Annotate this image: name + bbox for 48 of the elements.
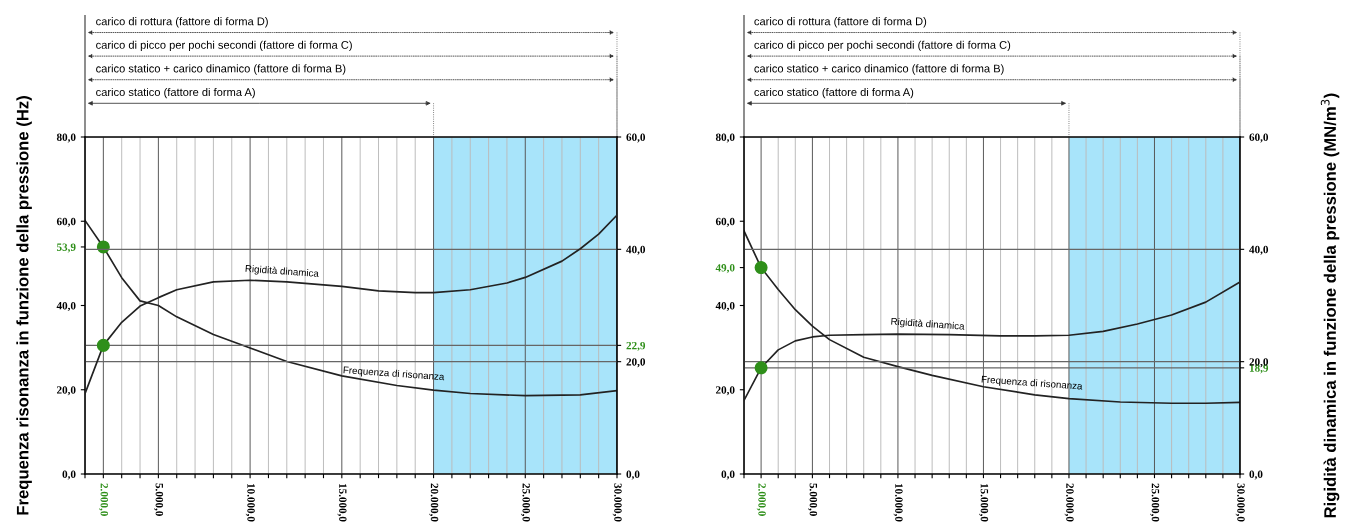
y2-tick-label: 22,9 xyxy=(626,341,646,351)
series-label: Frequenza di risonanza xyxy=(343,366,445,383)
y-axis-title: Frequenza risonanza in funzione della pressione (Hz) xyxy=(16,96,32,515)
series-label: Rigidità dinamica xyxy=(891,317,965,332)
text: carico di picco per pochi secondi (fattore di forma C) xyxy=(96,40,352,52)
text: carico statico (fattore di forma A) xyxy=(96,87,255,99)
y-tick-label: 60,0 xyxy=(56,217,76,227)
x-tick-label: 2.000,0 xyxy=(98,483,109,516)
y2-tick-label: 40,0 xyxy=(1249,245,1269,255)
x-tick-label: 10.000,0 xyxy=(245,483,255,522)
y-tick-label: 20,0 xyxy=(56,386,76,396)
x-tick-label: 10.000,0 xyxy=(893,483,903,522)
y2-tick-label: 0,0 xyxy=(626,470,640,480)
text: carico di picco per pochi secondi (fattore di forma C) xyxy=(754,40,1011,52)
text: carico di rottura (fattore di forma D) xyxy=(754,17,927,28)
x-tick-label: 25.000,0 xyxy=(1150,483,1160,522)
text: carico statico (fattore di forma A) xyxy=(754,87,914,99)
x-tick-label: 15.000,0 xyxy=(337,483,347,522)
x-tick-label: 30.000,0 xyxy=(612,483,622,522)
y-tick-label: 60,0 xyxy=(715,217,735,227)
y2-tick-label: 60,0 xyxy=(1249,133,1269,143)
y2-tick-label: 40,0 xyxy=(626,245,646,255)
x-tick-label: 20.000,0 xyxy=(1064,483,1074,522)
y2-tick-label: 60,0 xyxy=(626,133,646,143)
series-label: Frequenza di risonanza xyxy=(981,375,1083,392)
y2-axis-title: Rigidità dinamica in funzione della pressione (MN/m$^{3}$) xyxy=(1320,93,1340,518)
x-tick-label: 5.000,0 xyxy=(153,483,164,516)
y-tick-label: 80,0 xyxy=(56,133,76,143)
text: carico statico + carico dinamico (fattore di forma B) xyxy=(754,64,1004,75)
series-label: Rigidità dinamica xyxy=(245,264,320,279)
x-tick-label: 30.000,0 xyxy=(1235,483,1245,522)
y2-tick-label: 0,0 xyxy=(1249,470,1263,480)
x-tick-label: 2.000,0 xyxy=(756,483,766,516)
text: carico statico + carico dinamico (fattore di forma B) xyxy=(96,64,346,75)
y2-tick-label: 20,0 xyxy=(626,358,646,368)
y-tick-label: 40,0 xyxy=(715,301,735,312)
y-tick-label: 20,0 xyxy=(715,386,735,396)
y-tick-label: 53,9 xyxy=(56,243,76,253)
x-tick-label: 25.000,0 xyxy=(520,483,530,522)
x-tick-label: 20.000,0 xyxy=(429,483,439,522)
y-tick-label: 0,0 xyxy=(62,470,76,480)
y-tick-label: 80,0 xyxy=(715,133,735,143)
x-tick-label: 5.000,0 xyxy=(808,483,818,516)
y-tick-label: 49,0 xyxy=(715,264,735,274)
y-tick-label: 0,0 xyxy=(721,470,735,480)
x-tick-label: 15.000,0 xyxy=(979,483,989,522)
text: carico di rottura (fattore di forma D) xyxy=(96,17,268,28)
y-tick-label: 40,0 xyxy=(56,301,76,312)
